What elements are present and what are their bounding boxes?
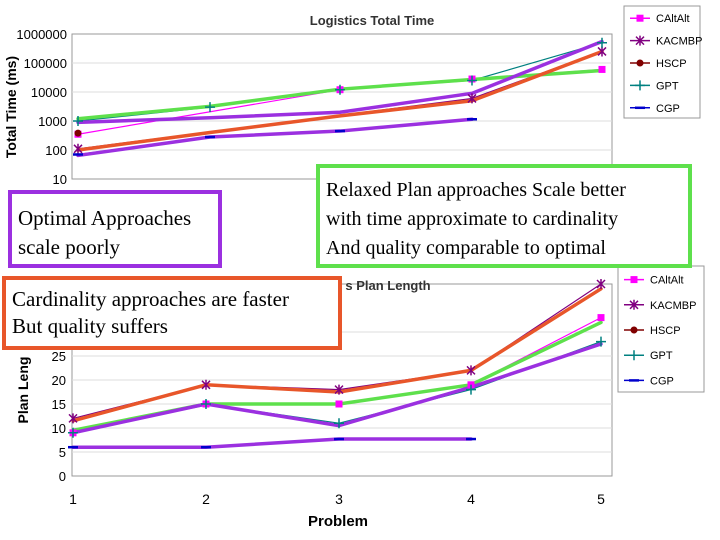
chart1-legend-label: CGP	[656, 103, 680, 115]
chart2-x-tick-label: 5	[597, 491, 605, 507]
chart1-y-tick-label: 100000	[24, 56, 67, 71]
chart1-legend-marker	[635, 80, 645, 91]
chart2-point-kacmbp	[68, 413, 78, 424]
chart2-point-gpt	[466, 384, 476, 395]
chart2-point-kacmbp	[201, 379, 211, 390]
chart2-y-axis-label: Plan Leng	[15, 357, 31, 424]
chart1-y-tick-label: 1000000	[16, 27, 67, 42]
chart1-point-kacmbp	[597, 46, 607, 57]
chart1-y-tick-label: 10	[53, 172, 67, 187]
chart1-point-gpt	[335, 84, 345, 95]
chart1-point-hscp	[74, 129, 82, 137]
chart1-y-tick-label: 1000	[38, 114, 67, 129]
chart2-legend-label: CGP	[650, 375, 674, 387]
chart1-legend-label: HSCP	[656, 58, 687, 70]
chart2-legend-label: KACMBP	[650, 300, 696, 312]
chart1-point-gpt	[467, 75, 477, 86]
chart1-title: Logistics Total Time	[310, 13, 434, 28]
chart2-legend-marker	[630, 326, 638, 334]
chart2-y-tick-label: 20	[52, 373, 66, 388]
callout-relaxed-line-3: And quality comparable to optimal	[326, 237, 606, 259]
chart2-y-tick-label: 15	[52, 397, 66, 412]
chart1-point-gpt	[597, 37, 607, 48]
chart1-plot-area	[71, 33, 613, 180]
chart2-legend-label: GPT	[650, 350, 673, 362]
chart2-x-tick-label: 1	[69, 491, 77, 507]
chart1-highlight-line	[76, 117, 474, 158]
chart2-point-caltalt	[597, 314, 605, 322]
callout-relaxed-line-2: with time approximate to cardinality	[326, 208, 619, 230]
chart2-y-tick-label: 10	[52, 421, 66, 436]
chart1-y-tick-label: 10000	[31, 85, 67, 100]
callout-optimal-approaches: Optimal Approaches scale poorly	[8, 190, 222, 268]
chart2-legend-label: CAltAlt	[650, 275, 684, 287]
chart2-x-axis-label: Problem	[308, 513, 368, 530]
chart1-y-tick-label: 100	[45, 143, 67, 158]
chart2-point-kacmbp	[334, 384, 344, 395]
chart1-legend-marker	[636, 59, 644, 67]
chart2-highlight-line	[71, 437, 473, 449]
chart2-point-gpt	[334, 418, 344, 429]
chart1-legend-marker	[636, 14, 644, 22]
chart2-legend-marker	[630, 276, 638, 284]
chart1-point-gpt	[205, 102, 215, 113]
chart2-y-tick-label: 25	[52, 349, 66, 364]
chart1-legend-label: CAltAlt	[656, 13, 690, 25]
chart2-y-tick-label: 0	[59, 469, 66, 484]
chart2-legend-label: HSCP	[650, 325, 681, 337]
chart2-point-kacmbp	[596, 279, 606, 289]
chart1-point-kacmbp	[73, 143, 83, 154]
callout-cardinality-approaches: Cardinality approaches are faster But qu…	[2, 276, 342, 350]
chart2-point-gpt	[68, 427, 78, 438]
chart1-point-caltalt	[598, 65, 606, 73]
chart2-point-kacmbp	[466, 365, 476, 376]
chart1-point-gpt	[73, 116, 83, 126]
chart2-x-tick-label: 2	[202, 491, 210, 507]
callout-relaxed-plan: Relaxed Plan approaches Scale better wit…	[316, 164, 692, 268]
callout-optimal-line-1: Optimal Approaches	[18, 206, 192, 230]
chart1-highlight-line	[76, 39, 604, 125]
chart1-legend-label: GPT	[656, 80, 679, 92]
callout-cardinality-line-1: Cardinality approaches are faster	[12, 287, 289, 311]
chart2-legend-marker	[629, 350, 639, 361]
callout-relaxed-line-1: Relaxed Plan approaches Scale better	[326, 179, 626, 201]
chart2-legend-marker	[629, 299, 639, 310]
callout-cardinality-line-2: But quality suffers	[12, 314, 168, 338]
chart1-point-kacmbp	[467, 93, 477, 104]
chart1-legend-marker	[635, 35, 645, 46]
chart2-point-gpt	[201, 399, 211, 409]
chart2-point-gpt	[596, 336, 606, 347]
chart1-highlight-line	[76, 49, 604, 152]
chart2-y-tick-label: 5	[59, 445, 66, 460]
chart1-y-axis-label: Total Time (ms)	[3, 56, 19, 158]
chart2-point-caltalt	[335, 400, 343, 408]
chart2-x-tick-label: 4	[467, 491, 475, 507]
chart2-x-tick-label: 3	[335, 491, 343, 507]
chart2-title: s Plan Length	[345, 278, 430, 293]
callout-optimal-line-2: scale poorly	[18, 235, 121, 259]
chart1-legend-label: KACMBP	[656, 36, 702, 48]
